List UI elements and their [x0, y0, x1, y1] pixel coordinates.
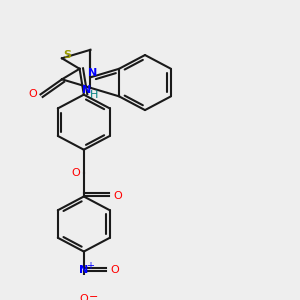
Text: N: N: [82, 85, 91, 95]
Text: −: −: [89, 292, 98, 300]
Text: O: O: [113, 190, 122, 201]
Text: N: N: [88, 68, 97, 78]
Text: +: +: [86, 261, 94, 271]
Text: O: O: [71, 168, 80, 178]
Text: O: O: [110, 265, 119, 275]
Text: O: O: [80, 294, 88, 300]
Text: S: S: [63, 50, 71, 60]
Text: O: O: [28, 89, 37, 99]
Text: N: N: [79, 265, 88, 275]
Text: H: H: [90, 90, 98, 100]
